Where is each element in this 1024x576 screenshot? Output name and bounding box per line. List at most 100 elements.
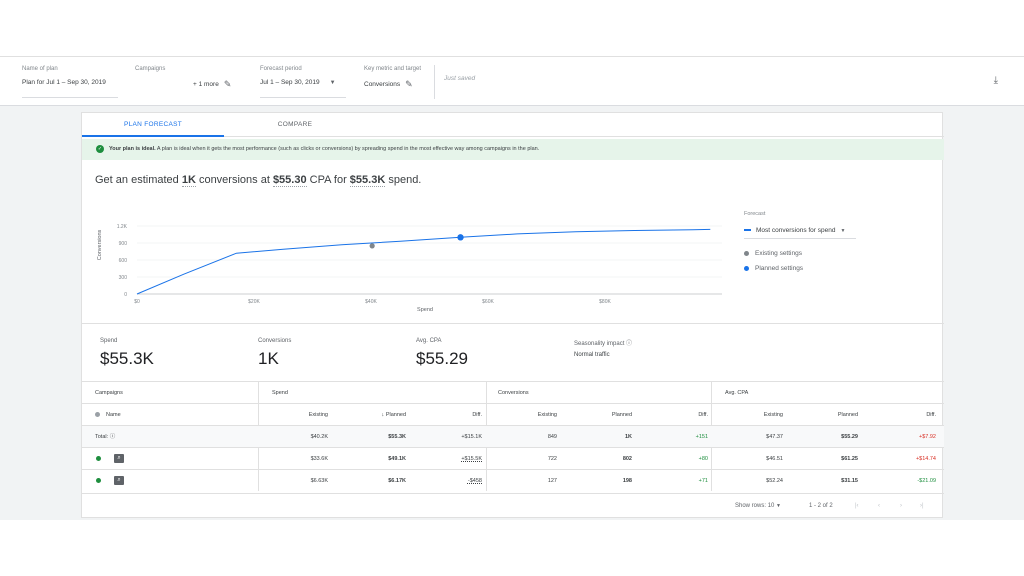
forecast-period-field[interactable]: Forecast period Jul 1 – Sep 30, 2019 ▼ <box>260 66 346 98</box>
legend-planned-label: Planned settings <box>755 265 804 272</box>
conv-existing-header[interactable]: Existing <box>537 412 557 418</box>
spend-existing-header[interactable]: Existing <box>308 412 328 418</box>
spend-planned-header[interactable]: ↓ Planned <box>352 404 406 426</box>
plan-name-field[interactable]: Name of plan Plan for Jul 1 – Sep 30, 20… <box>22 66 118 98</box>
row1-spend-diff[interactable]: +$15.5K <box>461 456 482 462</box>
campaigns-field[interactable]: Campaigns + 1 more ✎ <box>135 66 231 90</box>
key-metric-label: Key metric and target <box>364 66 422 72</box>
summary-spend: Spend $55.3K <box>100 338 154 369</box>
row2-spend-diff[interactable]: -$458 <box>467 478 482 484</box>
plan-name-label: Name of plan <box>22 66 58 72</box>
x-tick-label: $40K <box>365 299 377 305</box>
summary-conversions: Conversions 1K <box>258 338 291 369</box>
row2-conv-existing: 127 <box>547 478 557 484</box>
chart-x-ticks: $0 $20K $40K $60K $80K <box>134 299 611 305</box>
rows-per-page-label: Show rows: <box>735 503 767 509</box>
row2-conv-diff: +71 <box>698 478 708 484</box>
conv-diff-header[interactable]: Diff. <box>698 412 708 418</box>
summary-avg-cpa-label: Avg. CPA <box>416 338 442 344</box>
x-tick-label: $60K <box>482 299 494 305</box>
row2-conv-planned: 198 <box>622 478 632 484</box>
summary-seasonality-value: Normal traffic <box>574 352 610 358</box>
blue-dot-icon <box>744 265 749 271</box>
legend-existing-label: Existing settings <box>755 250 802 257</box>
download-icon[interactable]: ⤓ <box>993 75 998 86</box>
x-tick-label: $20K <box>248 299 260 305</box>
y-tick-label: 600 <box>119 258 128 264</box>
tab-plan-forecast[interactable]: PLAN FORECAST <box>82 113 224 137</box>
chart-y-axis-label: Conversions <box>97 229 103 260</box>
cpa-diff-header[interactable]: Diff. <box>926 412 936 418</box>
headline-conversions: 1K <box>181 174 196 187</box>
x-tick-label: $80K <box>599 299 611 305</box>
key-metric-value: Conversions <box>364 81 401 89</box>
banner-text: A plan is ideal when it gets the most pe… <box>155 146 540 152</box>
campaign-status-dot-icon <box>96 478 101 483</box>
prev-page-icon[interactable]: ‹ <box>878 503 880 509</box>
legend-title: Forecast <box>744 211 766 217</box>
table-column-header-row: Name Existing ↓ Planned Diff. Existing P… <box>82 403 944 425</box>
row1-conv-diff: +80 <box>698 456 708 462</box>
existing-settings-point[interactable] <box>369 243 375 249</box>
edit-campaigns-pencil-icon[interactable]: ✎ <box>223 79 232 89</box>
x-tick-label: $0 <box>134 299 140 305</box>
save-status: Just saved <box>444 68 475 82</box>
help-icon[interactable]: ⓘ <box>109 434 116 440</box>
total-cpa-existing: $47.37 <box>766 434 783 440</box>
forecast-period-label: Forecast period <box>260 66 302 72</box>
next-page-icon[interactable]: › <box>900 503 902 509</box>
first-page-icon[interactable]: |‹ <box>855 503 859 509</box>
forecast-strategy-dropdown[interactable]: Most conversions for spend ▼ <box>744 227 856 239</box>
cpa-planned-header[interactable]: Planned <box>837 412 858 418</box>
group-header-avg-cpa: Avg. CPA <box>725 390 749 396</box>
row1-spend-existing: $33.6K <box>310 456 328 462</box>
table-row[interactable]: ⌕ $33.6K $49.1K +$15.5K 722 802 +80 $46.… <box>82 447 944 469</box>
total-spend-planned: $55.3K <box>388 434 406 440</box>
tab-compare[interactable]: COMPARE <box>277 121 313 128</box>
legend-existing-settings: Existing settings <box>744 250 802 257</box>
row1-cpa-existing: $46.51 <box>766 456 783 462</box>
chart-points <box>369 234 464 249</box>
headline-cpa: $55.30 <box>272 174 307 187</box>
plan-name-underline <box>22 97 118 98</box>
headline-spend: $55.3K <box>349 174 386 187</box>
summary-seasonality-label: Seasonality impact <box>574 341 625 347</box>
summary-spend-label: Spend <box>100 338 118 344</box>
campaigns-label: Campaigns <box>135 66 166 72</box>
status-column-header[interactable]: Name <box>95 404 121 426</box>
spend-diff-header[interactable]: Diff. <box>472 412 482 418</box>
chart-y-ticks: 0 300 600 900 1.2K <box>117 224 128 298</box>
table-row[interactable]: ⌕ $6.63K $6.17K -$458 127 198 +71 $52.24… <box>82 469 944 491</box>
total-conv-planned: 1K <box>624 434 632 440</box>
strategy-dropdown-icon: ▼ <box>840 228 846 234</box>
rows-per-page[interactable]: Show rows: 10 ▼ <box>735 494 781 518</box>
row1-conv-planned: 802 <box>622 456 632 462</box>
total-spend-diff: +$15.1K <box>461 434 482 440</box>
forecast-chart[interactable]: 0 300 600 900 1.2K $0 $20K $40K $60K $80K Conver… <box>82 201 742 321</box>
planned-settings-point[interactable] <box>457 234 464 241</box>
banner-bold-text: Your plan is ideal. <box>109 146 156 152</box>
campaign-status-dot-icon <box>96 456 101 461</box>
y-tick-label: 0 <box>124 292 127 298</box>
row2-cpa-existing: $52.24 <box>766 478 783 484</box>
edit-metric-pencil-icon[interactable]: ✎ <box>405 79 413 89</box>
conv-planned-header[interactable]: Planned <box>611 412 632 418</box>
headline-mid2: CPA for <box>306 174 350 186</box>
key-metric-value-row: Conversions ✎ <box>364 79 421 90</box>
help-icon[interactable]: ⓘ <box>626 341 633 347</box>
key-metric-field[interactable]: Key metric and target Conversions ✎ <box>364 66 421 90</box>
table-pagination: Show rows: 10 ▼ 1 - 2 of 2 |‹ ‹ › ›| <box>82 493 944 517</box>
group-header-spend: Spend <box>272 390 288 396</box>
cpa-existing-header[interactable]: Existing <box>763 412 783 418</box>
forecast-strategy-value: Most conversions for spend <box>756 227 836 234</box>
total-cpa-planned: $55.29 <box>841 434 858 440</box>
last-page-icon[interactable]: ›| <box>920 503 924 509</box>
forecast-period-value-row: Jul 1 – Sep 30, 2019 ▼ <box>260 79 336 86</box>
forecast-period-dropdown-icon[interactable]: ▼ <box>329 80 336 86</box>
rows-dropdown-icon: ▼ <box>776 503 781 509</box>
check-circle-icon: ✓ <box>96 144 104 153</box>
forecast-curve-line[interactable] <box>136 228 711 295</box>
spend-planned-header-label: Planned <box>385 412 406 418</box>
summary-avg-cpa-value: $55.29 <box>416 349 468 368</box>
gray-dot-icon <box>744 250 749 256</box>
